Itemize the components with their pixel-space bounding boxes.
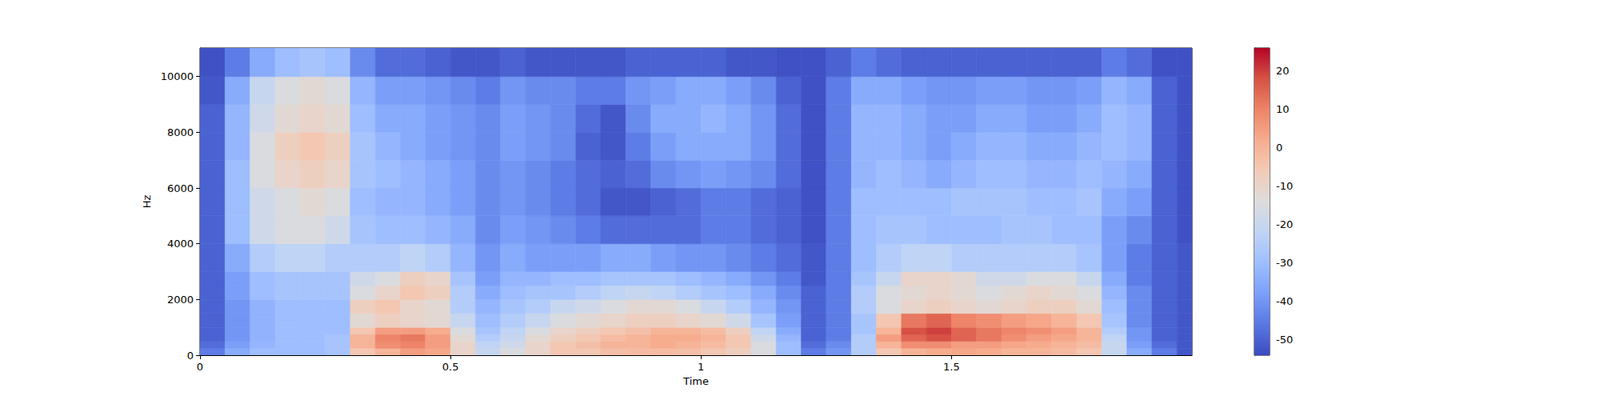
svg-text:1.5: 1.5	[943, 360, 960, 373]
svg-text:8000: 8000	[167, 126, 194, 139]
svg-text:-40: -40	[1276, 295, 1293, 308]
svg-text:0.5: 0.5	[442, 360, 460, 373]
svg-text:2000: 2000	[167, 293, 194, 306]
svg-text:0: 0	[187, 349, 194, 362]
svg-text:6000: 6000	[167, 182, 194, 195]
svg-text:20: 20	[1276, 64, 1290, 77]
svg-text:Hz: Hz	[140, 195, 153, 209]
svg-text:-10: -10	[1276, 180, 1293, 192]
svg-text:0: 0	[196, 360, 204, 373]
svg-text:4000: 4000	[167, 237, 194, 250]
svg-text:-20: -20	[1276, 218, 1293, 231]
svg-text:1: 1	[697, 360, 704, 373]
svg-text:-50: -50	[1276, 333, 1293, 346]
svg-text:10: 10	[1276, 103, 1290, 116]
svg-text:Time: Time	[682, 375, 709, 388]
svg-text:-30: -30	[1276, 256, 1293, 269]
svg-text:10000: 10000	[160, 70, 194, 83]
svg-text:0: 0	[1276, 141, 1283, 154]
